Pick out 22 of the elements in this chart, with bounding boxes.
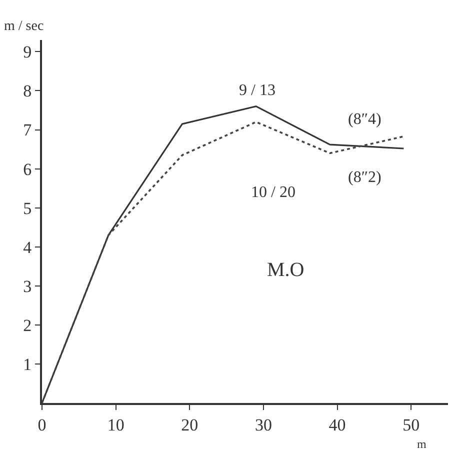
- x-tick-label: 30: [254, 415, 272, 434]
- y-axis-title: m / sec: [4, 19, 44, 34]
- annotation: (8″4): [348, 111, 382, 128]
- annotation: (8″2): [348, 169, 382, 186]
- y-tick-label: 8: [23, 82, 32, 101]
- annotation: 10 / 20: [251, 184, 296, 201]
- x-tick-label: 40: [328, 415, 346, 434]
- y-tick-label: 7: [23, 120, 32, 140]
- annotation: 9 / 13: [239, 82, 276, 99]
- annotation: M.O: [267, 259, 304, 281]
- y-tick-label: 4: [23, 238, 32, 257]
- x-tick-label: 0: [38, 415, 46, 434]
- x-tick-label: 10: [107, 415, 124, 434]
- y-tick-label: 3: [23, 276, 32, 296]
- y-tick-label: 2: [23, 316, 32, 335]
- y-tick-label: 5: [23, 198, 32, 218]
- y-tick-label: 6: [23, 160, 32, 179]
- x-tick-label: 50: [402, 415, 420, 434]
- x-axis-title: m: [417, 437, 427, 451]
- x-tick-label: 20: [181, 415, 198, 434]
- y-tick-label: 9: [23, 42, 32, 62]
- y-tick-label: 1: [23, 354, 32, 374]
